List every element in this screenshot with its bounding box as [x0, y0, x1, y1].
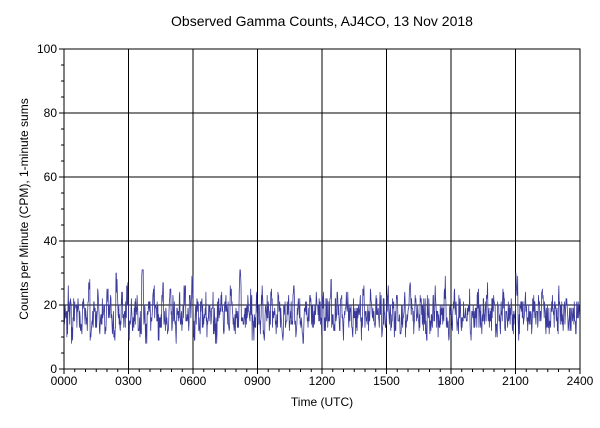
x-tick-labels: 0000 0300 0600 0900 1200 1500 1800 2100 2400	[51, 374, 594, 388]
y-tick-label: 40	[44, 234, 58, 248]
grid	[64, 49, 580, 369]
y-tick-label: 20	[44, 298, 58, 312]
x-axis-label: Time (UTC)	[291, 395, 353, 409]
x-tick-label: 0300	[115, 374, 142, 388]
chart-title: Observed Gamma Counts, AJ4CO, 13 Nov 201…	[171, 13, 473, 29]
x-tick-label: 1800	[438, 374, 465, 388]
x-tick-label: 2400	[567, 374, 594, 388]
x-tick-label: 0000	[51, 374, 78, 388]
x-tick-label: 0900	[244, 374, 271, 388]
x-tick-label: 1500	[373, 374, 400, 388]
y-axis-label: Counts per Minute (CPM), 1-minute sums	[17, 98, 31, 319]
y-tick-label: 0	[50, 362, 57, 376]
y-tick-label: 100	[37, 42, 57, 56]
series-line	[63, 269, 581, 344]
x-tick-label: 1200	[309, 374, 336, 388]
y-tick-labels: 0 20 40 60 80 100	[37, 42, 57, 376]
x-tick-label: 0600	[180, 374, 207, 388]
y-tick-label: 80	[44, 106, 58, 120]
ticks	[59, 48, 581, 374]
x-tick-label: 2100	[502, 374, 529, 388]
series-layer	[63, 269, 581, 344]
y-tick-label: 60	[44, 170, 58, 184]
